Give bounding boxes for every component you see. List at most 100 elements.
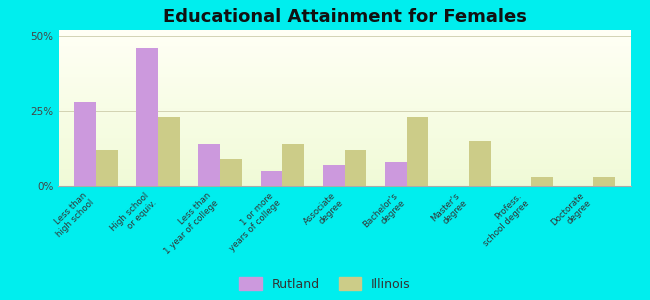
Bar (58, 134, 630, 136)
Bar (58, 66, 630, 68)
Bar (58, 130, 630, 131)
Bar (58, 74, 630, 75)
Bar (58, 106, 630, 108)
Bar (469, 141, 491, 186)
Bar (58, 75, 630, 77)
Bar (58, 64, 630, 66)
Bar (58, 99, 630, 100)
Bar (58, 88, 630, 89)
Bar (58, 60, 630, 61)
Bar (58, 85, 630, 86)
Bar (58, 175, 630, 177)
Bar (58, 68, 630, 69)
Bar (58, 108, 630, 110)
Bar (58, 102, 630, 103)
Bar (58, 97, 630, 99)
Bar (74, 102, 96, 186)
Bar (58, 138, 630, 139)
Bar (58, 61, 630, 63)
Bar (58, 116, 630, 117)
Bar (58, 52, 630, 53)
Bar (58, 89, 630, 91)
Bar (282, 144, 304, 186)
Bar (58, 181, 630, 183)
Bar (58, 133, 630, 134)
Bar (58, 56, 630, 58)
Bar (96, 150, 118, 186)
Bar (58, 100, 630, 102)
Bar (58, 163, 630, 164)
Bar (58, 139, 630, 141)
Bar (58, 161, 630, 163)
Bar (58, 103, 630, 105)
Bar (58, 113, 630, 114)
Bar (531, 177, 552, 186)
Bar (58, 148, 630, 150)
Bar (58, 72, 630, 74)
Bar (58, 153, 630, 155)
Bar (58, 144, 630, 146)
Bar (58, 177, 630, 178)
Bar (58, 110, 630, 111)
Bar (58, 147, 630, 148)
Bar (58, 77, 630, 78)
Bar (261, 171, 282, 186)
Bar (58, 95, 630, 97)
Bar (58, 35, 630, 36)
Bar (58, 43, 630, 44)
Bar (58, 170, 630, 172)
Bar (58, 111, 630, 113)
Bar (58, 47, 630, 49)
Bar (58, 121, 630, 122)
Bar (58, 39, 630, 41)
Bar (58, 141, 630, 142)
Legend: Rutland, Illinois: Rutland, Illinois (239, 277, 411, 291)
Bar (58, 155, 630, 156)
Bar (58, 92, 630, 94)
Bar (407, 117, 428, 186)
Bar (58, 41, 630, 43)
Bar (58, 69, 630, 70)
Bar (220, 159, 242, 186)
Bar (58, 36, 630, 38)
Bar (58, 158, 630, 160)
Bar (58, 53, 630, 55)
Bar (58, 114, 630, 116)
Bar (58, 180, 630, 181)
Bar (58, 70, 630, 72)
Bar (58, 49, 630, 50)
Bar (593, 177, 615, 186)
Bar (58, 83, 630, 85)
Bar (58, 122, 630, 124)
Bar (58, 160, 630, 161)
Bar (58, 80, 630, 82)
Bar (58, 33, 630, 35)
Bar (58, 105, 630, 106)
Bar (58, 124, 630, 125)
Bar (58, 86, 630, 88)
Bar (58, 91, 630, 92)
Bar (158, 117, 180, 186)
Bar (58, 125, 630, 127)
Bar (58, 150, 630, 152)
Bar (58, 117, 630, 119)
Bar (198, 144, 220, 186)
Bar (58, 58, 630, 60)
Bar (58, 50, 630, 52)
Bar (58, 46, 630, 47)
Bar (58, 127, 630, 128)
Bar (58, 156, 630, 158)
Bar (58, 172, 630, 173)
Bar (58, 55, 630, 56)
Bar (344, 150, 366, 186)
Bar (58, 32, 630, 33)
Bar (58, 142, 630, 144)
Bar (385, 162, 407, 186)
Bar (58, 128, 630, 130)
Bar (58, 146, 630, 147)
Title: Educational Attainment for Females: Educational Attainment for Females (162, 8, 526, 26)
Bar (58, 167, 630, 169)
Bar (58, 63, 630, 64)
Bar (58, 30, 630, 31)
Bar (58, 152, 630, 153)
